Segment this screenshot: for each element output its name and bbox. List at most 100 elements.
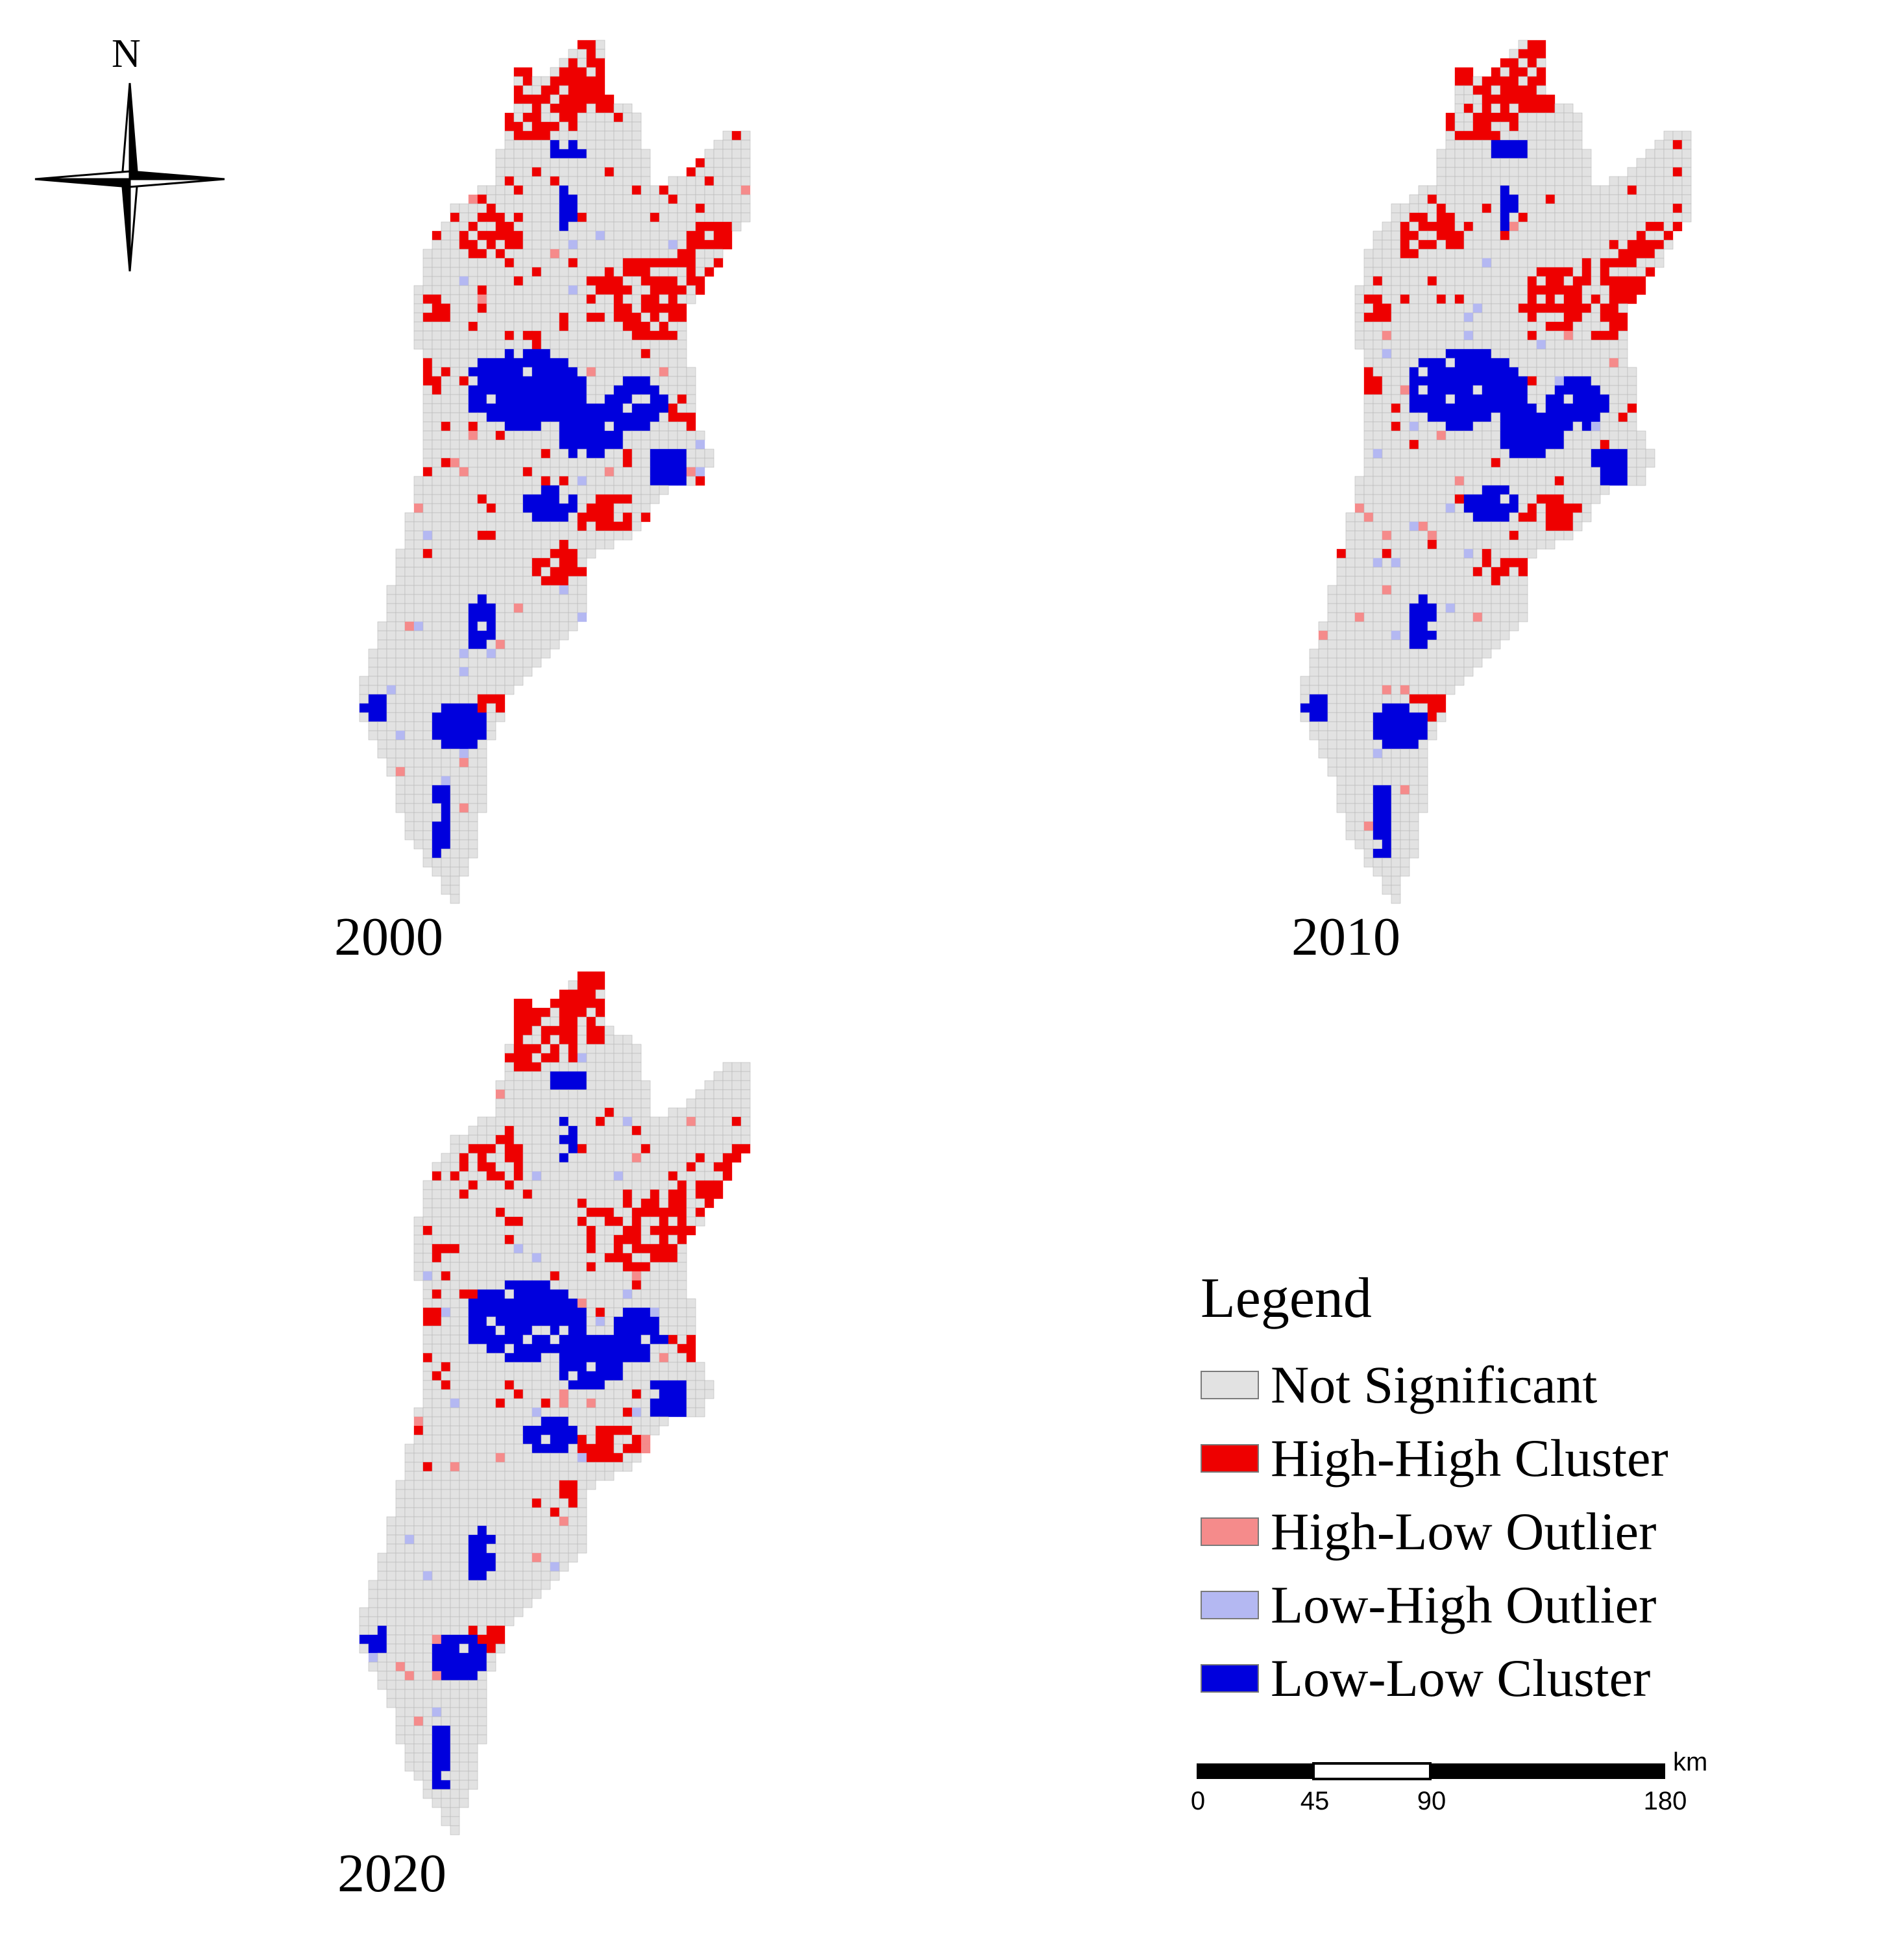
map-cell	[495, 1353, 506, 1363]
map-cell	[468, 367, 478, 377]
map-cell	[713, 1180, 724, 1190]
map-cell	[432, 376, 442, 386]
map-cell	[1491, 458, 1501, 468]
map-cell	[441, 1262, 451, 1272]
map-cell	[1472, 657, 1483, 668]
map-cell	[1418, 785, 1428, 795]
map-cell	[359, 685, 369, 695]
map-cell	[568, 1062, 578, 1072]
map-cell	[441, 467, 451, 477]
map-cell	[1463, 149, 1474, 159]
map-cell	[541, 1116, 551, 1127]
map-cell	[1400, 267, 1410, 277]
map-cell	[559, 1316, 569, 1327]
map-cell	[613, 1053, 624, 1063]
map-cell	[459, 703, 469, 713]
map-cell	[522, 1280, 533, 1290]
map-cell	[650, 421, 660, 432]
map-cell	[550, 1307, 560, 1318]
map-cell	[722, 130, 733, 141]
map-cell	[1536, 67, 1546, 77]
map-cell	[513, 1080, 524, 1090]
map-cell	[1572, 376, 1583, 386]
map-cell	[522, 530, 533, 541]
map-cell	[550, 1271, 560, 1281]
map-cell	[1373, 339, 1383, 350]
map-cell	[713, 258, 724, 268]
map-cell	[541, 1325, 551, 1336]
map-cell	[641, 1144, 651, 1154]
map-cell	[1482, 530, 1492, 541]
map-cell	[531, 630, 542, 641]
map-cell	[541, 1107, 551, 1118]
map-cell	[577, 167, 587, 177]
map-cell	[1500, 140, 1510, 150]
map-cell	[577, 385, 587, 395]
map-cell	[1563, 349, 1574, 359]
map-cell	[422, 394, 433, 404]
map-cell	[659, 1153, 669, 1163]
map-cell	[1636, 285, 1646, 295]
map-cell	[513, 657, 524, 668]
map-cell	[586, 221, 596, 232]
map-cell	[550, 1325, 560, 1336]
map-cell	[432, 239, 442, 250]
map-cell	[559, 1234, 569, 1245]
map-cell	[1409, 221, 1419, 232]
map-cell	[740, 1116, 751, 1127]
map-cell	[1400, 812, 1410, 822]
map-cell	[586, 1298, 596, 1308]
map-cell	[1654, 258, 1665, 268]
map-cell	[386, 748, 397, 759]
map-cell	[1500, 167, 1510, 177]
map-cell	[413, 785, 424, 795]
map-cell	[686, 267, 696, 277]
map-cell	[604, 521, 615, 532]
map-cell	[495, 285, 506, 295]
map-cell	[1363, 485, 1374, 495]
map-cell	[595, 1234, 605, 1245]
map-cell	[686, 276, 696, 286]
map-cell	[1545, 258, 1556, 268]
map-cell	[1600, 249, 1610, 259]
map-cell	[586, 212, 596, 223]
map-cell	[1382, 403, 1392, 413]
map-cell	[441, 1271, 451, 1281]
map-cell	[459, 430, 469, 441]
map-cell	[1391, 567, 1401, 577]
map-cell	[377, 703, 387, 713]
map-cell	[722, 1107, 733, 1118]
map-cell	[450, 294, 460, 304]
map-cell	[740, 140, 751, 150]
map-cell	[441, 767, 451, 777]
map-cell	[631, 1334, 642, 1345]
map-cell	[1591, 367, 1601, 377]
map-cell	[1518, 203, 1528, 214]
map-cell	[522, 412, 533, 423]
map-cell	[1482, 512, 1492, 522]
map-cell	[1518, 212, 1528, 223]
map-cell	[404, 558, 415, 568]
map-cell	[459, 739, 469, 750]
map-cell	[1545, 121, 1556, 132]
map-cell	[613, 312, 624, 323]
map-cell	[577, 176, 587, 186]
map-cell	[622, 376, 633, 386]
map-cell	[613, 249, 624, 259]
map-cell	[631, 476, 642, 486]
map-cell	[1427, 412, 1437, 423]
map-cell	[595, 149, 605, 159]
map-cell	[1400, 485, 1410, 495]
map-cell	[668, 1298, 678, 1308]
map-cell	[622, 349, 633, 359]
map-cell	[459, 576, 469, 586]
map-cell	[1363, 576, 1374, 586]
map-cell	[531, 349, 542, 359]
map-cell	[577, 1189, 587, 1199]
map-cell	[477, 721, 487, 731]
map-cell	[586, 294, 596, 304]
map-cell	[1373, 358, 1383, 368]
map-cell	[1409, 303, 1419, 313]
map-cell	[568, 998, 578, 1009]
map-cell	[486, 430, 496, 441]
